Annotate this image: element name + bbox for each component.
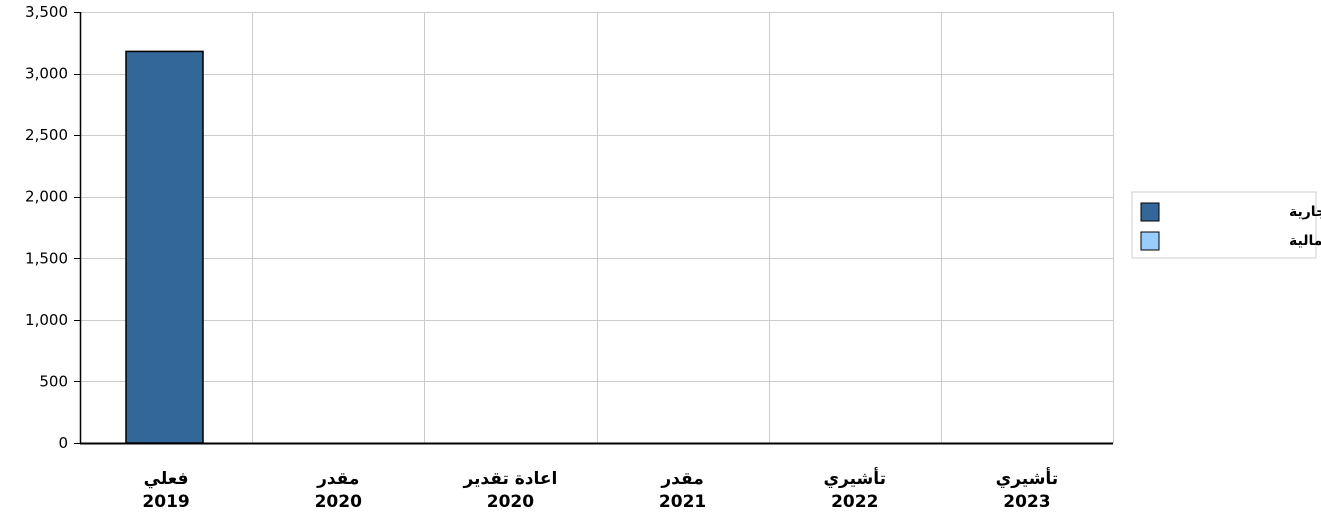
axes <box>79 12 1113 445</box>
legend-label-capital-expenditure: النفقات الرأسمالية <box>1289 231 1321 249</box>
x-tick-year: 2020 <box>315 492 362 512</box>
y-tick-label: 1,000 <box>25 311 68 329</box>
y-tick-label: 2,000 <box>25 188 68 206</box>
x-tick-label: مقدر <box>316 469 359 489</box>
x-tick-year: 2023 <box>1003 492 1050 512</box>
x-tick-year: 2020 <box>487 492 534 512</box>
bar-0-0 <box>125 50 204 444</box>
legend-box <box>1131 191 1317 259</box>
x-tick-label: فعلي <box>144 469 189 489</box>
x-tick-label: اعادة تقدير <box>462 469 557 489</box>
x-tick-year: 2019 <box>142 492 189 512</box>
x-tick-year: 2022 <box>831 492 878 512</box>
y-tick-label: 2,500 <box>25 126 68 144</box>
grid-lines <box>80 12 1114 444</box>
bars <box>125 50 204 444</box>
x-tick-label: تأشيري <box>823 467 886 489</box>
x-tick-label: تأشيري <box>996 467 1059 489</box>
y-tick-label: 3,500 <box>25 3 68 21</box>
x-tick-year: 2021 <box>659 492 706 512</box>
x-axis-ticks: فعلي 2019 مقدر 2020 اعادة تقدير 2020 مقدر 2021 ت… <box>142 467 1058 512</box>
legend-label-current-expenditure: النفقات الجارية <box>1289 204 1321 220</box>
y-axis-ticks: 0 500 1,000 1,500 2,000 2,500 3,000 3,500 <box>25 3 80 452</box>
legend: النفقات الجارية النفقات الرأسمالية <box>1131 191 1321 259</box>
y-tick-label: 3,000 <box>25 65 68 83</box>
y-tick-label: 1,500 <box>25 249 68 267</box>
y-tick-label: 500 <box>39 372 68 390</box>
legend-swatch-capital-expenditure <box>1140 231 1160 251</box>
y-tick-label: 0 <box>58 434 68 452</box>
legend-swatch-current-expenditure <box>1140 202 1160 222</box>
x-tick-label: مقدر <box>660 469 703 489</box>
